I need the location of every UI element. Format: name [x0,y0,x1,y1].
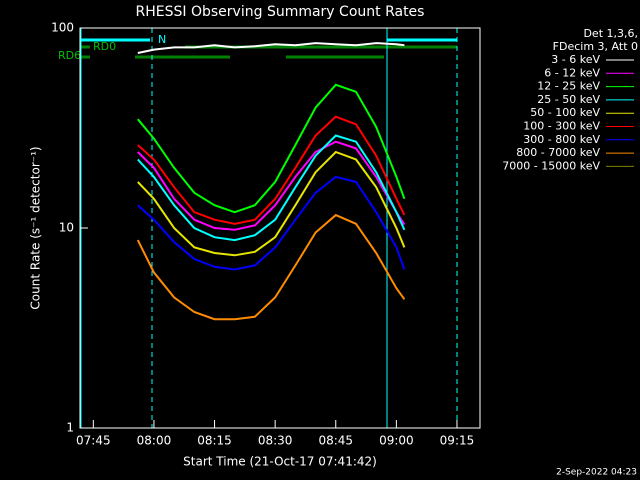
x-tick-label: 09:00 [379,434,414,448]
y-axis-label: Count Rate (s⁻¹ detector⁻¹) [29,146,43,309]
x-tick-label: 08:15 [197,434,232,448]
legend-label: 300 - 800 keV [523,133,600,146]
timestamp: 2-Sep-2022 04:23 [556,468,637,478]
legend-label: 100 - 300 keV [523,120,600,133]
series-line [136,213,406,321]
series-line [137,140,406,231]
series-line [137,134,406,242]
legend-label: 800 - 7000 keV [516,146,600,159]
legend-label: 6 - 12 keV [544,66,600,79]
x-tick-label: 08:45 [318,434,353,448]
y-tick-label: 10 [59,221,74,235]
series-line [137,42,405,54]
x-tick-label: 07:45 [76,434,111,448]
legend-label: 3 - 6 keV [551,53,600,66]
legend-label: 50 - 100 keV [530,106,600,119]
flag-label: RD6 [58,49,81,62]
chart-title: RHESSI Observing Summary Count Rates [136,4,425,20]
legend-label: 12 - 25 keV [537,80,600,93]
y-tick-label: 100 [51,21,74,35]
x-axis-label: Start Time (21-Oct-17 07:41:42) [183,455,377,469]
flag-label: RD0 [93,40,116,53]
legend-title: FDecim 3, Att 0 [553,40,638,53]
legend-label: 25 - 50 keV [537,93,600,106]
x-tick-label: 09:15 [440,434,475,448]
x-tick-label: 08:30 [258,434,293,448]
series-line [137,175,406,271]
series-line [137,83,406,214]
legend-label: 7000 - 15000 keV [502,159,600,172]
series-line [137,115,406,225]
legend-title: Det 1,3,6, [583,27,638,40]
x-tick-label: 08:00 [137,434,172,448]
series-line [137,150,406,257]
y-tick-label: 1 [66,421,74,435]
flag-label: N [158,33,166,46]
